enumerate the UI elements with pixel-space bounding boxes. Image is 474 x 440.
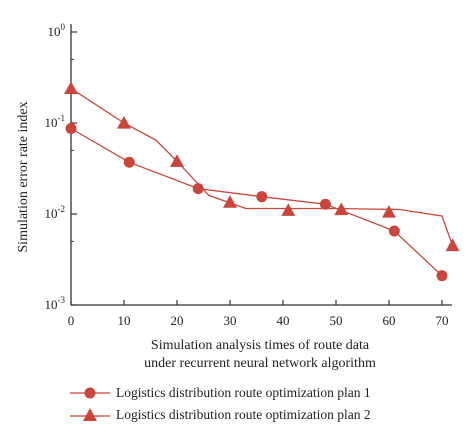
y-tick-label: 10-2 (45, 204, 66, 221)
series-1-point (256, 191, 268, 203)
x-tick-label: 10 (118, 313, 131, 328)
series-1-point (436, 270, 448, 282)
y-tick-label: 10-3 (45, 295, 66, 312)
series-2-point (281, 203, 296, 216)
legend-item-plan-2: Logistics distribution route optimizatio… (70, 404, 371, 426)
series-1-point (65, 123, 77, 135)
y-tick-label: 100 (48, 22, 66, 39)
series-1-point (123, 156, 135, 168)
x-tick-label: 30 (224, 313, 237, 328)
legend-label-plan-1: Logistics distribution route optimizatio… (116, 385, 371, 400)
circle-marker-icon (70, 387, 110, 399)
series-2-point (64, 81, 78, 95)
x-tick-label: 50 (330, 313, 343, 328)
y-tick-label: 10-1 (45, 113, 66, 130)
series-2-point (170, 154, 184, 167)
y-axis-label: Simulation error rate index (16, 101, 31, 252)
series-2-point (223, 195, 237, 208)
series-2-point (117, 116, 131, 129)
x-tick-label: 0 (68, 313, 75, 328)
x-tick-label: 40 (277, 313, 290, 328)
x-axis-label-line-1: Simulation analysis times of route data (151, 338, 370, 353)
y-axis-ticks: 100 10-1 10-2 10-3 (45, 22, 77, 312)
legend: Logistics distribution route optimizatio… (70, 382, 371, 426)
x-axis-ticks: 0 10 20 30 40 50 60 70 (68, 300, 449, 328)
x-tick-label: 20 (171, 313, 184, 328)
triangle-marker-icon (70, 408, 110, 421)
series-2-point (445, 238, 460, 252)
series-1-point (192, 183, 204, 195)
series-1-line (70, 127, 443, 277)
x-tick-label: 60 (383, 313, 396, 328)
x-tick-label: 70 (436, 313, 449, 328)
series-2-point (334, 202, 349, 216)
series-1-point (319, 198, 331, 210)
series-1-point (388, 225, 400, 237)
series-markers (64, 81, 460, 282)
series-lines (70, 87, 454, 277)
legend-label-plan-2: Logistics distribution route optimizatio… (116, 407, 371, 422)
series-2-point (382, 205, 396, 218)
legend-item-plan-1: Logistics distribution route optimizatio… (70, 382, 371, 404)
x-axis-label-line-2: under recurrent neural network algorithm (144, 356, 376, 371)
